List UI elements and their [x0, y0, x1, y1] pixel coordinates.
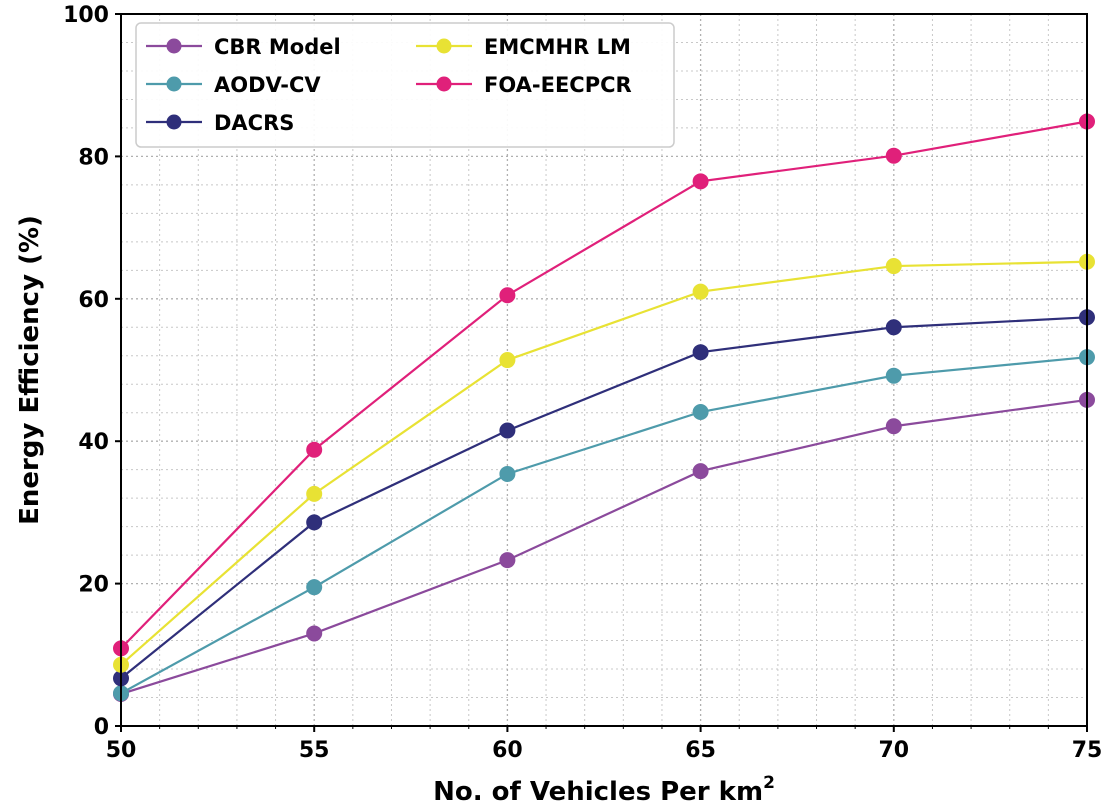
legend-marker: [166, 38, 182, 54]
y-tick-label: 60: [78, 288, 109, 313]
series-line: [120, 356, 1088, 695]
data-point: [306, 441, 323, 458]
x-tick-label: 75: [1072, 738, 1103, 763]
data-point: [306, 485, 323, 502]
data-point: [499, 352, 516, 369]
y-tick-label: 40: [78, 430, 109, 455]
legend-item: CBR Model: [146, 35, 341, 59]
data-point: [499, 552, 516, 569]
y-tick-label: 80: [78, 145, 109, 170]
data-point: [499, 422, 516, 439]
data-point: [885, 319, 902, 336]
x-axis-label-text: No. of Vehicles Per km: [433, 777, 763, 807]
legend-label: EMCMHR LM: [484, 35, 631, 59]
data-point: [692, 173, 709, 190]
legend-marker: [166, 76, 182, 92]
legend-label: CBR Model: [214, 35, 341, 59]
series-dacrs: [113, 309, 1095, 687]
legend-item: AODV-CV: [146, 73, 321, 97]
legend-marker: [436, 38, 452, 54]
y-tick-label: 100: [63, 3, 109, 28]
y-tick-label: 0: [94, 715, 109, 740]
data-point: [692, 344, 709, 361]
series-line: [120, 120, 1088, 650]
legend-box: [135, 22, 675, 148]
data-point: [306, 514, 323, 531]
legend-item: FOA-EECPCR: [416, 73, 632, 97]
series-line: [120, 260, 1088, 666]
data-point: [306, 625, 323, 642]
x-tick-label: 70: [878, 738, 909, 763]
x-tick-label: 60: [492, 738, 523, 763]
data-point: [499, 465, 516, 482]
series-aodv-cv: [113, 349, 1095, 702]
legend-item: DACRS: [146, 111, 294, 135]
legend-item: EMCMHR LM: [416, 35, 631, 59]
series-layer: [113, 113, 1095, 702]
legend-marker: [166, 114, 182, 130]
data-point: [306, 579, 323, 596]
series-foa-eecpcr: [113, 113, 1095, 657]
x-tick-label: 55: [299, 738, 330, 763]
data-point: [885, 418, 902, 435]
legend-label: FOA-EECPCR: [484, 73, 632, 97]
x-tick-label: 50: [106, 738, 137, 763]
legend-label: DACRS: [214, 111, 294, 135]
data-point: [692, 404, 709, 421]
legend-label: AODV-CV: [214, 73, 321, 97]
x-tick-label: 65: [685, 738, 716, 763]
data-point: [692, 463, 709, 480]
x-axis-label-superscript: 2: [763, 773, 775, 793]
plot-frame: [120, 13, 1088, 727]
legend-marker: [436, 76, 452, 92]
axis-ticks: 50 55 60 65 70 75 0 20 40 60 80 100: [63, 3, 1102, 763]
y-tick-label: 20: [78, 573, 109, 598]
x-axis-label: No. of Vehicles Per km2: [433, 773, 775, 807]
series-line: [120, 316, 1088, 680]
series-emcmhr-lm: [113, 253, 1095, 673]
series-cbr-model: [113, 391, 1095, 702]
data-point: [692, 283, 709, 300]
data-point: [499, 287, 516, 304]
series-line: [120, 398, 1088, 696]
data-point: [885, 147, 902, 164]
data-point: [885, 367, 902, 384]
y-axis-label: Energy Efficiency (%): [15, 215, 45, 525]
legend: CBR Model AODV-CV DACRS EMCMHR LM FOA-EECPCR: [135, 22, 675, 148]
data-point: [885, 258, 902, 275]
